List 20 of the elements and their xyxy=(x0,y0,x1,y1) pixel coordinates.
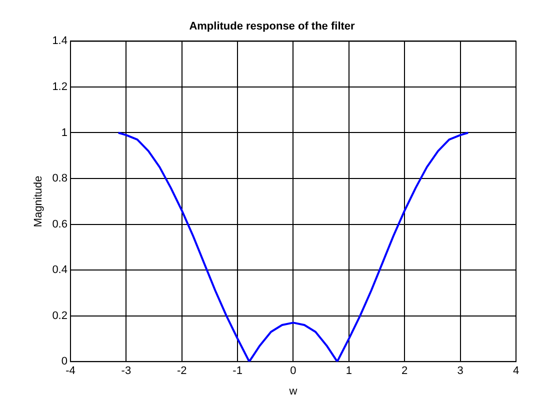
y-tick-label: 0.6 xyxy=(52,218,68,230)
x-tick-label: -2 xyxy=(176,365,187,378)
x-tick-label: 3 xyxy=(457,365,464,378)
y-tick-label: 0.8 xyxy=(52,172,68,185)
x-tick-label: 0 xyxy=(290,365,296,378)
x-tick-label: -3 xyxy=(121,365,132,378)
x-tick-label: -1 xyxy=(232,365,242,378)
x-tick-label: -4 xyxy=(66,365,76,378)
y-tick-label: 0.4 xyxy=(52,264,68,276)
x-axis-title: w xyxy=(288,385,298,398)
chart-title: Amplitude response of the filter xyxy=(189,20,356,33)
y-tick-label: 0 xyxy=(61,356,68,368)
y-tick-label: 1.2 xyxy=(52,81,68,94)
y-tick-label: 1.4 xyxy=(52,35,68,48)
x-tick-label: 4 xyxy=(512,365,520,378)
y-tick-label: 0.2 xyxy=(52,310,68,322)
y-axis-title: Magnitude xyxy=(32,176,45,228)
x-tick-label: 1 xyxy=(346,365,352,378)
y-tick-label: 1 xyxy=(61,126,68,139)
x-tick-label: 2 xyxy=(402,365,408,378)
